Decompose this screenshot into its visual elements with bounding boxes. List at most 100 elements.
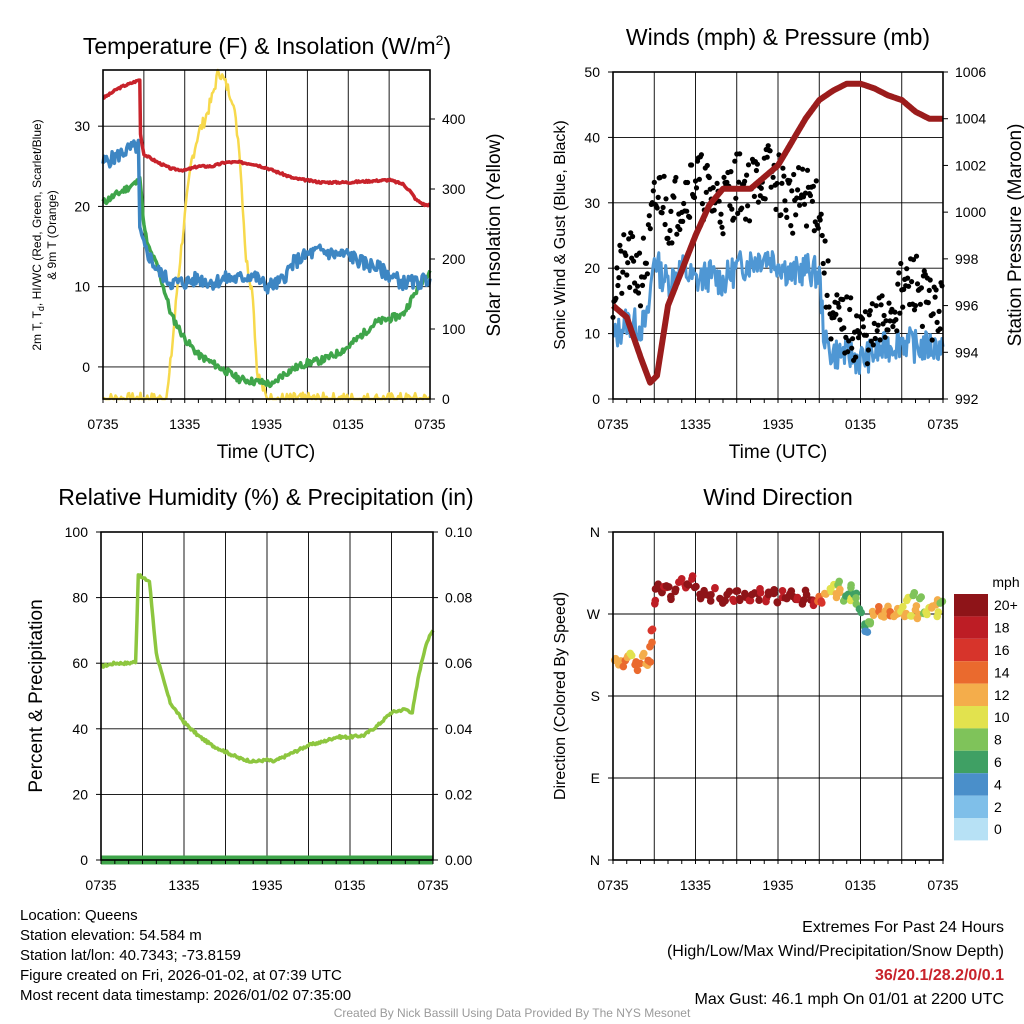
colorbar-title: mph	[992, 574, 1019, 590]
gust-point	[620, 269, 626, 275]
direction-point	[770, 586, 778, 594]
direction-point	[855, 605, 864, 613]
gust-point	[894, 328, 900, 334]
colorbar-label: 2	[994, 799, 1002, 815]
direction-point	[662, 582, 671, 590]
x-tick-label: 0135	[334, 877, 365, 893]
direction-point	[644, 656, 653, 665]
gust-point	[654, 205, 660, 211]
gust-point	[860, 324, 867, 330]
gust-point	[815, 225, 821, 231]
colorbar-swatch	[954, 638, 988, 662]
y2-tick-label: 1004	[955, 111, 986, 127]
gust-point	[813, 178, 819, 184]
gust-point	[793, 212, 799, 218]
gust-point	[737, 151, 743, 157]
gust-point	[800, 166, 806, 172]
y-tick-label: 40	[72, 721, 88, 737]
gust-point	[689, 162, 695, 168]
gust-point	[744, 172, 750, 178]
gust-point	[635, 283, 641, 289]
gust-point	[782, 198, 788, 204]
gust-point	[720, 231, 726, 237]
pressure-y-label: Station Pressure (Maroon)	[1005, 124, 1024, 347]
y-tick-label: 30	[74, 118, 90, 134]
speed-colorbar: 20+ 18 16 14 12 10 8 6 4 2 0	[954, 594, 1018, 841]
extremes-subtitle: (High/Low/Max Wind/Precipitation/Snow De…	[666, 943, 1004, 960]
gust-point	[719, 224, 725, 230]
gust-point	[913, 253, 920, 259]
gust-point	[680, 218, 686, 224]
gust-point	[837, 317, 843, 323]
gust-point	[615, 282, 621, 289]
y-tick-label: 80	[72, 590, 88, 606]
direction-point	[868, 607, 877, 616]
gust-point	[655, 194, 661, 200]
gust-point	[617, 242, 623, 248]
gust-point	[754, 161, 761, 167]
gust-point	[898, 260, 904, 267]
gust-point	[659, 210, 665, 216]
winds-plot-frame	[612, 71, 944, 400]
gust-point	[875, 322, 881, 328]
direction-point	[633, 666, 642, 675]
direction-point	[880, 613, 888, 621]
gust-point	[743, 216, 749, 222]
gust-point	[751, 193, 758, 199]
gust-point	[932, 294, 938, 300]
direction-point	[647, 626, 656, 635]
gust-point	[878, 302, 884, 308]
direction-point	[748, 590, 756, 599]
direction-y-label: Direction (Colored By Speed)	[552, 592, 569, 800]
gust-point	[803, 223, 810, 229]
direction-point	[933, 612, 941, 621]
gust-point	[933, 287, 939, 293]
colorbar-label: 4	[994, 776, 1002, 792]
gust-point	[765, 143, 771, 149]
gust-point	[687, 214, 693, 220]
series-line-2m-t	[102, 78, 431, 208]
direction-panel: Wind Direction 0735 1335 1935 0135 0735 N E S W N…	[552, 484, 1020, 893]
gust-point	[834, 292, 840, 298]
x-tick-label: 1935	[762, 416, 793, 432]
gust-point	[833, 311, 839, 317]
gust-point	[872, 335, 878, 342]
gust-point	[637, 303, 644, 309]
direction-point	[711, 584, 719, 592]
direction-point	[732, 587, 740, 595]
gust-point	[657, 174, 663, 181]
extremes-title: Extremes For Past 24 Hours	[802, 919, 1004, 936]
extremes-values: 36/20.1/28.2/0/0.1	[875, 967, 1004, 984]
gust-point	[809, 198, 816, 204]
x-tick-label: 0735	[927, 877, 958, 893]
gust-point	[937, 326, 943, 332]
gust-point	[706, 174, 712, 181]
temperature-y-label: 2m T, Td, HI/WC (Red, Green, Scarlet/Blu…	[30, 119, 46, 350]
gust-point	[819, 232, 825, 239]
x-tick-label: 1335	[680, 416, 711, 432]
y-tick-label: 0	[82, 359, 90, 375]
colorbar-label: 16	[994, 642, 1010, 658]
gust-point	[778, 212, 784, 218]
gust-point	[911, 307, 918, 313]
gust-point	[691, 194, 698, 201]
series-line-sonic-wind	[611, 250, 945, 375]
gust-point	[639, 282, 646, 288]
gust-point	[841, 325, 847, 331]
series-line-hi-wc	[101, 138, 432, 295]
y-tick-label: 20	[72, 786, 88, 802]
gust-point	[643, 260, 650, 266]
gust-point	[644, 271, 651, 277]
y-tick-label: 60	[72, 655, 88, 671]
x-tick-label: 0735	[85, 877, 116, 893]
y2-tick-label: 0	[442, 391, 450, 407]
direction-point	[802, 590, 811, 599]
winds-panel: Winds (mph) & Pressure (mb) 0735 1335 1935…	[552, 24, 1024, 463]
series-line-relative-humidity	[100, 573, 435, 764]
gust-point	[714, 180, 720, 186]
gust-point	[870, 342, 876, 348]
direction-point	[762, 597, 770, 606]
gust-point	[910, 257, 917, 263]
colorbar-label: 14	[994, 664, 1010, 680]
insolation-y-label: Solar Insolation (Yellow)	[484, 133, 505, 336]
